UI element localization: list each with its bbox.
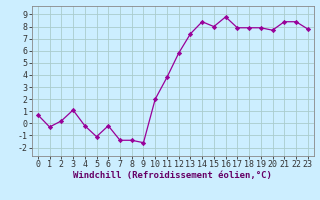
X-axis label: Windchill (Refroidissement éolien,°C): Windchill (Refroidissement éolien,°C) xyxy=(73,171,272,180)
